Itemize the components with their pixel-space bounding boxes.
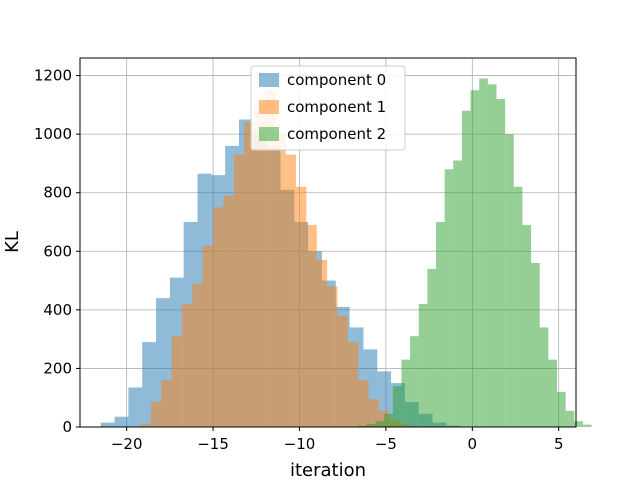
- histogram-bar: [444, 169, 454, 428]
- histogram-bar: [202, 245, 214, 427]
- histogram-bar: [366, 424, 376, 427]
- legend-swatch: [259, 73, 279, 87]
- histogram-bar: [392, 386, 402, 427]
- histogram-bar: [264, 90, 276, 427]
- histogram-bar: [470, 90, 480, 427]
- histogram-bar: [427, 268, 437, 427]
- x-tick-label: −20: [111, 435, 143, 453]
- histogram-bar: [513, 186, 523, 427]
- histogram-bar: [487, 84, 497, 427]
- plot-frame: [79, 57, 577, 428]
- histogram-bar: [548, 359, 557, 427]
- histogram-bar: [418, 304, 428, 427]
- histogram-bar: [223, 195, 234, 427]
- histogram-bar: [505, 134, 514, 427]
- histogram-bar: [384, 413, 393, 427]
- histogram-bar: [436, 222, 445, 427]
- histogram-bar: [316, 260, 328, 427]
- y-axis-label: KL: [2, 231, 23, 253]
- histogram-bar: [233, 154, 245, 427]
- y-tick-label: 400: [43, 301, 72, 319]
- histogram-bar: [347, 342, 359, 427]
- histogram-bar: [181, 304, 193, 427]
- legend-swatch: [259, 127, 279, 141]
- histogram-bar: [100, 422, 115, 427]
- histogram-bar: [453, 160, 462, 427]
- histogram-bar: [296, 186, 307, 427]
- y-axis-ticks: 0 200 400 600 800 1000 1200: [34, 67, 80, 436]
- y-tick-label: 1000: [34, 125, 72, 143]
- histogram-bar: [358, 380, 369, 427]
- histogram-bar: [479, 78, 488, 427]
- histogram-bar: [254, 104, 265, 427]
- histogram-bar: [531, 263, 540, 427]
- histogram-bar: [244, 122, 255, 427]
- histogram-bar: [114, 416, 129, 427]
- histogram-bar: [306, 224, 317, 427]
- histogram-bar: [368, 399, 379, 427]
- histogram-bar: [574, 421, 583, 427]
- legend-label: component 1: [287, 98, 386, 116]
- histogram-bars: [100, 78, 592, 428]
- series-2: [358, 78, 592, 428]
- histogram-bar: [358, 425, 367, 427]
- histogram-bar: [128, 387, 143, 427]
- histogram-bar: [327, 286, 338, 427]
- histogram-bar: [192, 283, 203, 427]
- histogram-bar: [375, 421, 385, 427]
- y-tick-label: 200: [43, 359, 72, 377]
- histogram-bar: [337, 315, 348, 427]
- series-1: [140, 90, 411, 427]
- histogram-bar: [496, 99, 506, 427]
- x-tick-label: 5: [554, 435, 564, 453]
- histogram-bar: [161, 380, 172, 427]
- histogram-bar: [565, 410, 575, 427]
- histogram-bar: [275, 134, 286, 427]
- y-tick-label: 800: [43, 184, 72, 202]
- histogram-bar: [285, 154, 297, 427]
- histogram-bar: [556, 391, 566, 427]
- histogram-bar: [171, 336, 182, 427]
- y-tick-label: 600: [43, 242, 72, 260]
- histogram-bar: [522, 224, 532, 427]
- x-tick-label: 0: [468, 435, 478, 453]
- histogram-bar: [410, 336, 419, 427]
- y-tick-label: 1200: [34, 67, 72, 85]
- legend-box: [250, 65, 406, 151]
- y-tick-label: 0: [62, 418, 72, 436]
- x-tick-label: −5: [375, 435, 397, 453]
- legend-swatch: [259, 100, 279, 114]
- histogram-bar: [150, 402, 162, 427]
- x-tick-label: −10: [284, 435, 316, 453]
- legend-label: component 2: [287, 125, 386, 143]
- histogram-bar: [461, 110, 471, 427]
- histogram-bar: [582, 424, 592, 427]
- x-axis-label: iteration: [290, 460, 366, 480]
- histogram-bar: [213, 207, 224, 427]
- histogram-bar: [140, 424, 151, 427]
- x-tick-label: −15: [197, 435, 229, 453]
- histogram-bar: [539, 327, 549, 427]
- legend: component 0 component 1 component 2: [250, 65, 406, 151]
- histogram-bar: [401, 359, 411, 427]
- legend-label: component 0: [287, 71, 386, 89]
- x-axis-ticks: −20 −15 −10 −5 0 5: [111, 427, 564, 453]
